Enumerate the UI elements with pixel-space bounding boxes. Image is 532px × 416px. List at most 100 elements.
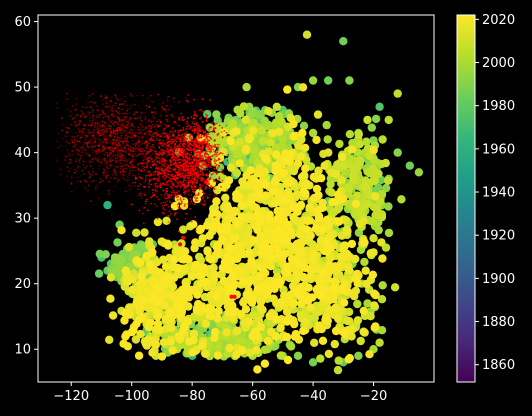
data-point	[282, 156, 291, 166]
data-point	[343, 316, 352, 325]
red-dot	[141, 94, 144, 97]
red-dot	[150, 183, 153, 186]
red-dot	[120, 125, 123, 127]
data-point	[260, 180, 270, 189]
red-dot	[75, 160, 77, 163]
data-point	[282, 227, 291, 236]
red-dot	[187, 94, 189, 96]
red-dot	[104, 146, 107, 149]
red-dot	[114, 135, 117, 138]
red-dot	[148, 183, 151, 185]
red-dot	[80, 129, 82, 132]
red-dot	[154, 107, 156, 109]
red-dot	[96, 105, 99, 108]
red-dot	[118, 103, 121, 106]
data-point	[393, 148, 402, 157]
red-dot	[179, 193, 182, 196]
red-dot	[129, 187, 132, 190]
data-point	[218, 223, 228, 232]
red-dot	[150, 158, 153, 161]
data-point	[356, 156, 365, 165]
red-dot	[151, 123, 154, 126]
red-dot	[110, 156, 112, 159]
red-dot	[128, 158, 131, 161]
red-dot	[128, 172, 131, 175]
data-point	[254, 190, 264, 199]
red-dot	[75, 148, 77, 151]
data-point	[163, 240, 172, 250]
red-dot	[115, 129, 118, 132]
red-dot	[68, 154, 71, 157]
red-dot	[88, 140, 90, 143]
red-dot	[140, 170, 143, 173]
red-dot	[186, 99, 188, 102]
red-dot	[183, 189, 185, 192]
red-dot	[190, 151, 193, 154]
red-dot	[177, 196, 180, 198]
data-point	[180, 322, 189, 331]
red-dot	[183, 135, 185, 138]
data-point	[252, 345, 261, 354]
red-dot	[131, 122, 133, 124]
red-dot	[94, 124, 96, 127]
red-dot	[71, 135, 74, 138]
red-dot	[182, 198, 185, 201]
data-point	[331, 326, 341, 336]
red-dot	[215, 155, 218, 158]
red-dot	[107, 112, 109, 114]
red-dot	[174, 129, 177, 132]
red-dot	[112, 133, 115, 136]
data-point	[313, 110, 323, 119]
data-point	[105, 335, 114, 344]
red-dot	[184, 140, 187, 142]
red-dot	[101, 172, 104, 175]
red-dot	[112, 113, 114, 115]
red-dot	[183, 133, 186, 136]
red-dot	[161, 108, 164, 111]
red-dot	[103, 129, 106, 131]
red-dot	[192, 120, 194, 123]
red-dot	[181, 175, 184, 178]
data-point	[383, 176, 393, 185]
red-dot	[98, 145, 101, 148]
red-dot	[84, 186, 87, 189]
red-dot	[162, 164, 164, 167]
data-point	[405, 161, 414, 170]
red-dot	[113, 151, 115, 153]
red-dot	[115, 127, 118, 130]
red-dot	[149, 139, 151, 142]
red-dot	[89, 173, 92, 176]
red-dot	[162, 172, 164, 175]
red-dot	[130, 104, 133, 107]
red-dot	[115, 176, 118, 179]
data-point	[262, 260, 271, 269]
red-dot	[94, 188, 97, 191]
red-dot	[174, 174, 177, 176]
red-dot	[143, 166, 146, 169]
red-dot	[142, 129, 145, 132]
red-dot	[164, 178, 166, 181]
red-dot	[80, 119, 82, 122]
red-dot	[88, 111, 91, 114]
data-point	[103, 200, 112, 210]
red-dot	[133, 134, 136, 137]
red-dot	[129, 185, 132, 187]
red-dot	[223, 130, 226, 132]
data-point	[286, 342, 296, 351]
red-dot	[172, 155, 175, 158]
red-dot	[91, 167, 94, 170]
red-dot	[92, 145, 95, 147]
red-dot	[79, 135, 82, 138]
red-dot	[221, 136, 224, 139]
red-dot	[226, 159, 229, 162]
data-point	[213, 314, 223, 323]
data-point	[117, 226, 126, 235]
red-dot	[89, 106, 91, 109]
data-point	[203, 110, 212, 119]
red-dot	[178, 166, 181, 169]
red-dot	[220, 131, 223, 134]
data-point	[337, 176, 346, 185]
red-dot	[162, 212, 165, 215]
red-dot	[182, 137, 184, 139]
red-dot	[104, 138, 107, 141]
